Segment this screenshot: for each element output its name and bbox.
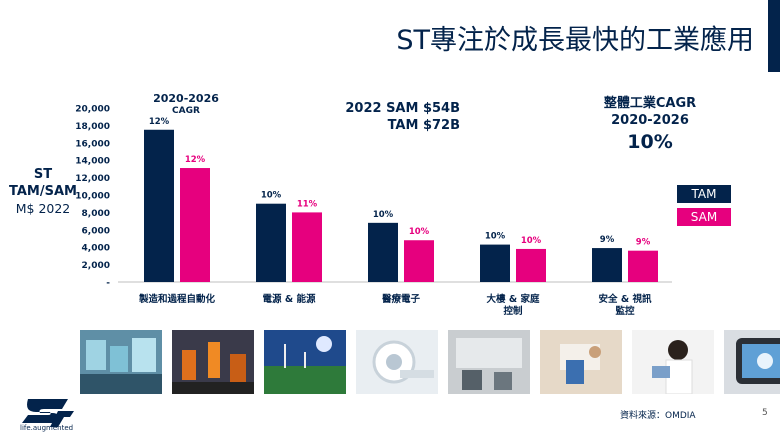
sam-cagr-label: 9% <box>636 238 651 248</box>
y-tick-label: 20,000 <box>75 105 110 115</box>
y-tick-label: 18,000 <box>75 122 110 132</box>
category-label: 製造和過程自動化 <box>138 293 216 305</box>
source-text: 資料來源：OMDIA <box>620 411 696 421</box>
tam-summary: TAM $72B <box>387 118 460 133</box>
y-tick-label: 16,000 <box>75 139 110 149</box>
y-tick-label: 10,000 <box>75 192 110 202</box>
y-tick-label: 12,000 <box>75 174 110 184</box>
sam-cagr-label: 10% <box>521 236 542 246</box>
y-tick-label: 2,000 <box>82 261 110 271</box>
medical-photo <box>356 330 438 394</box>
page-number: 5 <box>762 408 768 418</box>
robot-arm-photo <box>172 330 254 394</box>
slide-title: ST專注於成長最快的工業應用 <box>396 25 754 56</box>
st-logo <box>22 399 74 427</box>
category-label: 大樓 & 家庭控制 <box>487 293 540 317</box>
sam-bar <box>404 240 434 282</box>
sam-tam-summary: 2022 SAM $54B TAM $72B <box>300 100 460 134</box>
tam-cagr-label: 9% <box>600 235 615 245</box>
overall-cagr-years: 2020-2026 <box>611 113 689 128</box>
overall-cagr-value: 10% <box>627 131 673 153</box>
category-label: 安全 & 視訊監控 <box>599 293 652 317</box>
factory-automation-photo <box>80 330 162 394</box>
cagr-header-years: 2020-2026 <box>153 92 219 105</box>
tam-bar <box>592 248 622 282</box>
sam-cagr-label: 10% <box>409 227 430 237</box>
tam-cagr-label: 12% <box>149 117 170 127</box>
y-label-line2: TAM/SAM <box>9 184 77 199</box>
sam-summary: 2022 SAM $54B <box>345 101 460 116</box>
category-label: 醫療電子 <box>382 293 421 305</box>
y-axis-label: ST TAM/SAM M$ 2022 <box>4 166 82 217</box>
y-tick-label: 14,000 <box>75 157 110 167</box>
y-label-line3: M$ 2022 <box>15 201 71 216</box>
sam-cagr-label: 12% <box>185 155 206 165</box>
security-panel-photo <box>724 330 780 394</box>
photo-strip <box>80 330 780 394</box>
tam-cagr-label: 10% <box>485 232 506 242</box>
person-tablet-photo <box>632 330 714 394</box>
cagr-header-label: CAGR <box>172 106 200 116</box>
tam-bar <box>144 129 174 282</box>
energy-photo <box>264 330 346 394</box>
tam-bar <box>256 203 286 282</box>
tam-bar <box>368 222 398 282</box>
smart-home-photo <box>540 330 622 394</box>
category-label: 電源 & 能源 <box>263 293 316 305</box>
legend-sam: SAM <box>677 208 731 226</box>
cagr-header: 2020-2026 CAGR <box>140 93 232 117</box>
building-photo <box>448 330 530 394</box>
bar-chart: - 2,000 4,000 6,000 8,000 10,000 12,000 14,000 1… <box>75 105 672 317</box>
logo-tagline: life.augmented <box>20 424 74 432</box>
accent-bar <box>768 0 780 72</box>
y-label-line1: ST <box>33 167 53 182</box>
overall-cagr: 整體工業CAGR 2020-2026 10% <box>580 95 720 156</box>
sam-cagr-label: 11% <box>297 199 318 209</box>
legend: TAM SAM <box>677 185 731 231</box>
overall-cagr-label: 整體工業CAGR <box>603 96 697 111</box>
y-tick-label: - <box>106 279 110 289</box>
sam-bar <box>292 212 322 282</box>
tam-bar <box>480 244 510 282</box>
sam-bar <box>516 248 546 282</box>
y-tick-label: 8,000 <box>82 209 110 219</box>
sam-bar <box>628 250 658 282</box>
y-tick-label: 4,000 <box>82 244 110 254</box>
sam-bar <box>180 168 210 282</box>
y-tick-label: 6,000 <box>82 226 110 236</box>
tam-cagr-label: 10% <box>261 191 282 201</box>
tam-cagr-label: 10% <box>373 210 394 220</box>
legend-tam: TAM <box>677 185 731 203</box>
